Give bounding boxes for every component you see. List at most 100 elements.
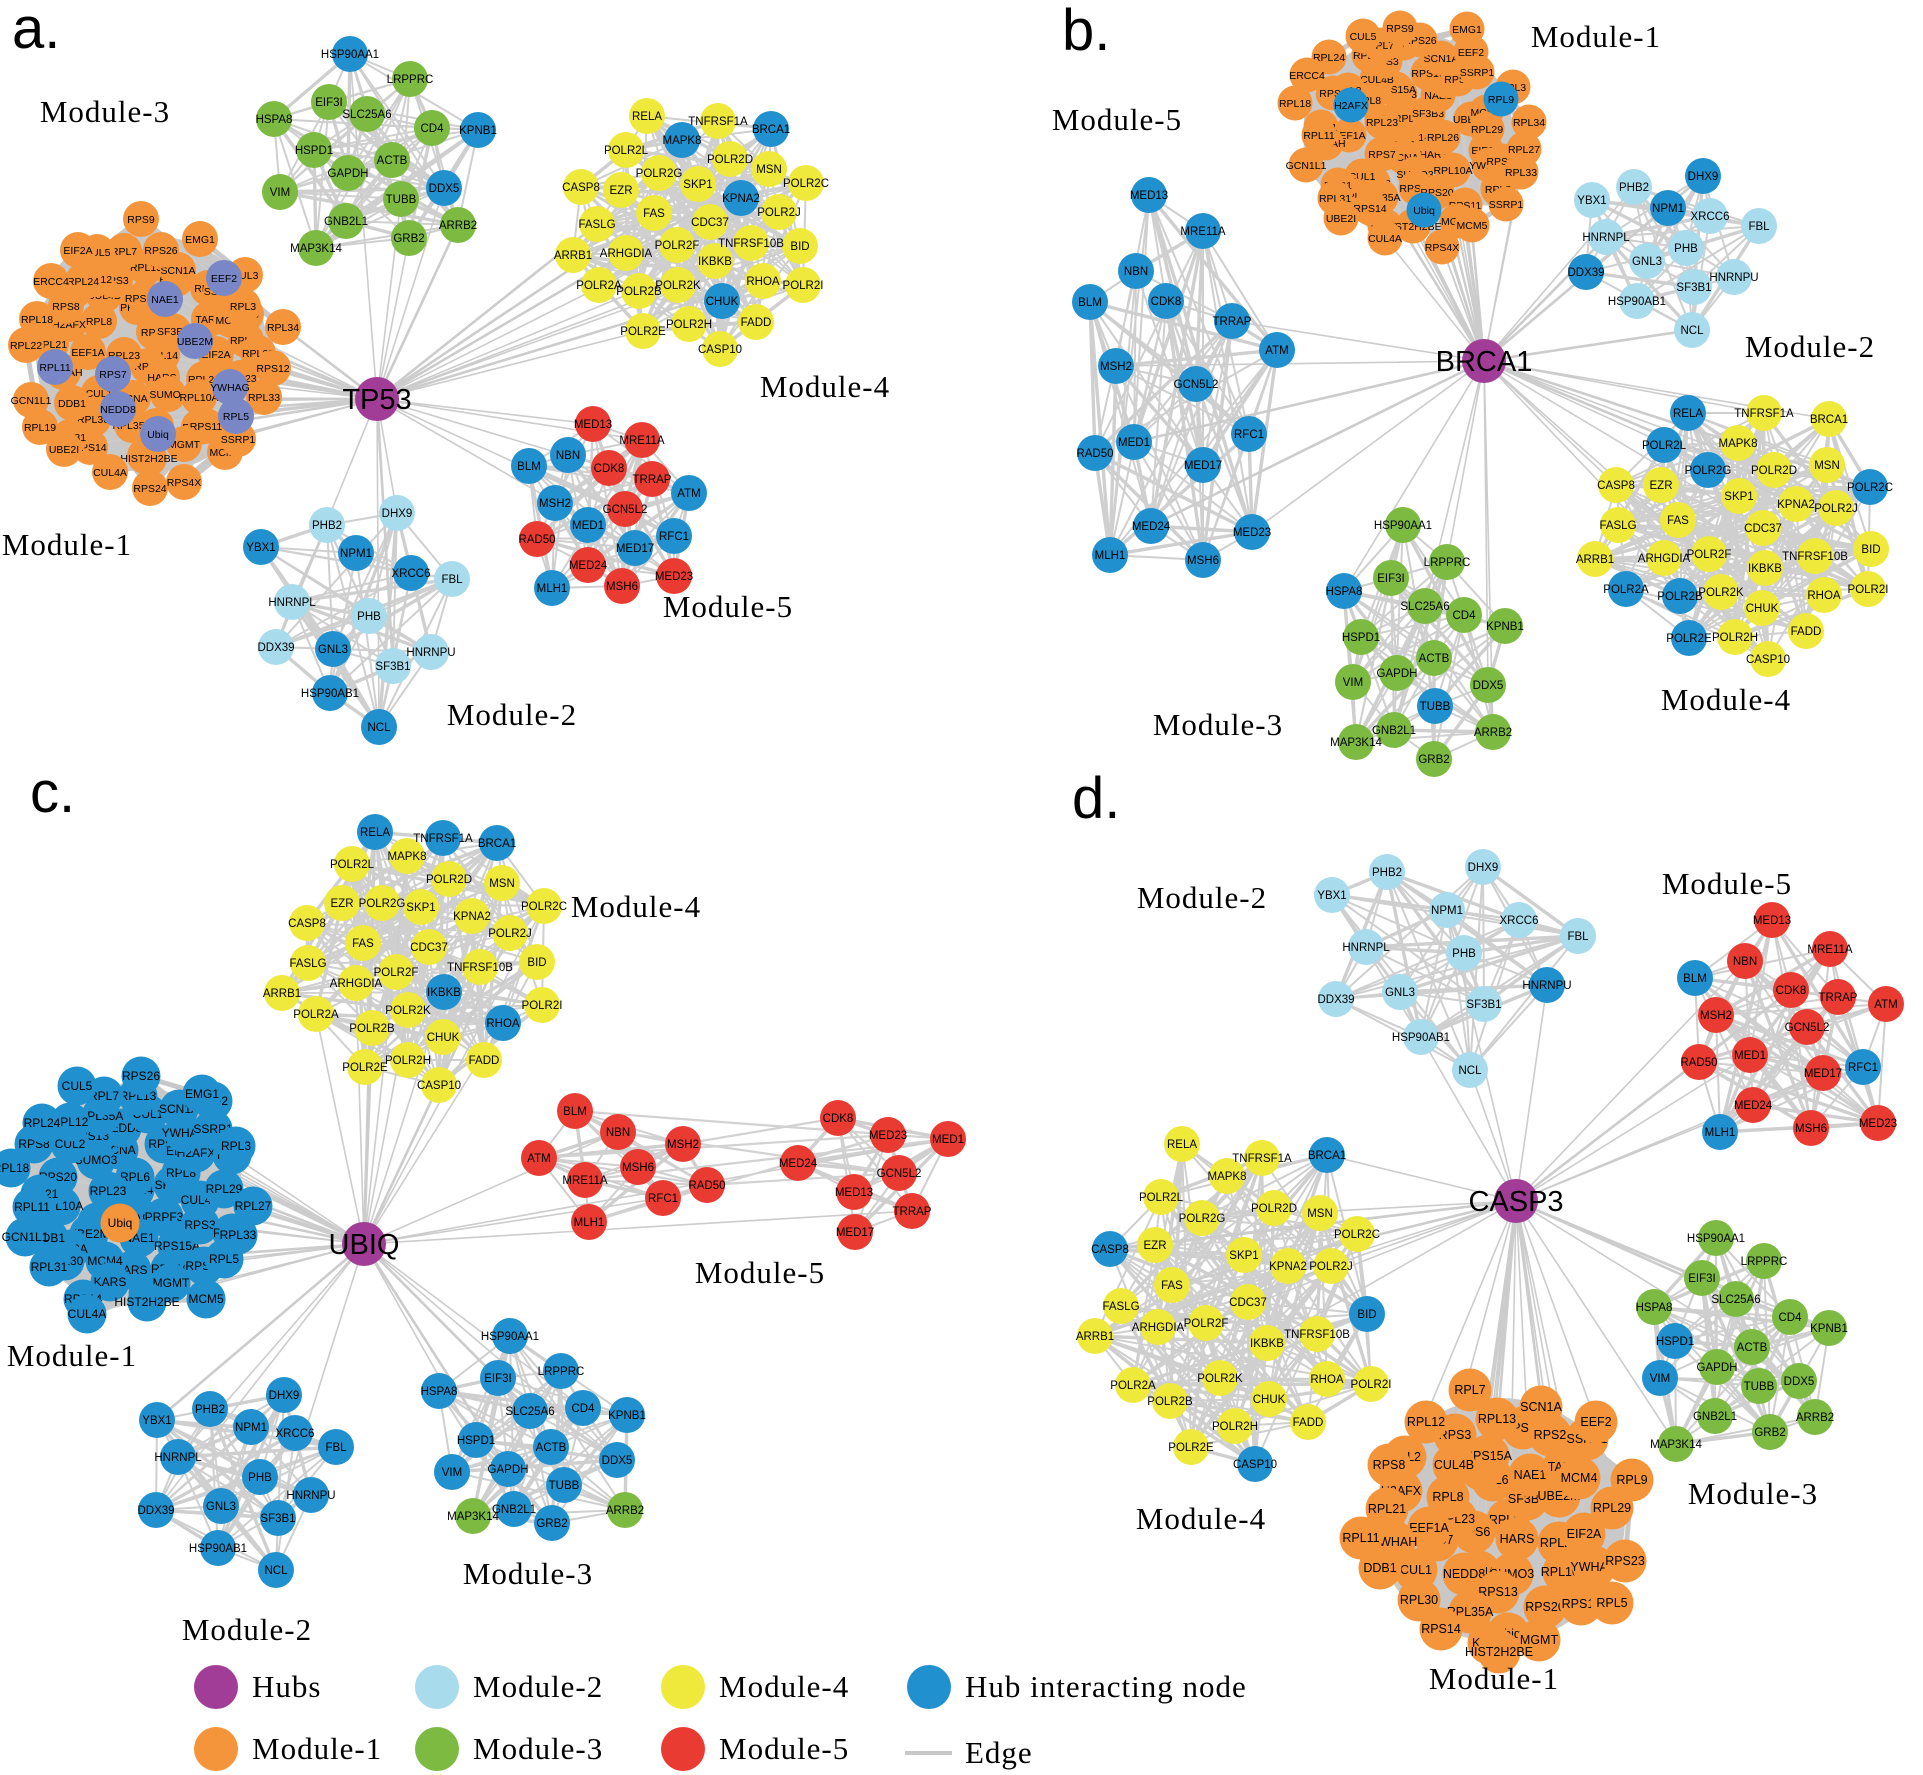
svg-text:XRCC6: XRCC6 [1691,211,1730,223]
svg-text:SKP1: SKP1 [683,179,712,191]
svg-text:RPL26: RPL26 [1427,132,1459,144]
svg-text:DDX5: DDX5 [1784,1376,1815,1388]
svg-text:EZR: EZR [331,898,354,910]
svg-text:ARRB2: ARRB2 [439,220,477,232]
svg-text:DDX39: DDX39 [1567,267,1604,279]
svg-text:UBE2I: UBE2I [1326,213,1356,225]
svg-text:CDK8: CDK8 [1151,296,1182,308]
svg-text:BID: BID [1861,544,1880,556]
svg-text:ARRB1: ARRB1 [554,250,592,262]
svg-text:Ubiq: Ubiq [108,1216,133,1230]
svg-text:RPS11: RPS11 [190,421,223,433]
svg-text:HNRNPL: HNRNPL [154,1452,202,1464]
svg-text:Module-5: Module-5 [719,1731,849,1766]
svg-text:DDX39: DDX39 [137,1505,174,1517]
svg-text:FBL: FBL [441,574,463,586]
svg-text:POLR2J: POLR2J [1309,1261,1352,1273]
svg-text:MED1: MED1 [1118,437,1150,449]
svg-text:Module-4: Module-4 [719,1669,849,1704]
svg-text:POLR2G: POLR2G [636,168,683,180]
svg-text:Module-1: Module-1 [2,527,132,562]
svg-text:KPNA2: KPNA2 [453,911,491,923]
svg-text:Module-4: Module-4 [1661,682,1791,717]
svg-text:TNFRSF10B: TNFRSF10B [447,962,513,974]
svg-text:ATM: ATM [527,1153,550,1165]
svg-text:POLR2E: POLR2E [620,326,666,338]
svg-text:MSH6: MSH6 [1795,1123,1827,1135]
svg-text:MED17: MED17 [1804,1068,1842,1080]
svg-text:BLM: BLM [1683,973,1707,985]
svg-text:RPS26: RPS26 [144,245,177,257]
svg-text:MSN: MSN [489,878,515,890]
svg-text:CASP10: CASP10 [698,344,742,356]
svg-text:MED23: MED23 [655,571,693,583]
svg-text:ARHGDIA: ARHGDIA [600,248,653,260]
svg-text:POLR2J: POLR2J [1814,503,1857,515]
svg-text:MRE11A: MRE11A [1180,226,1225,238]
svg-text:ARHGDIA: ARHGDIA [1132,1322,1185,1334]
svg-text:EZR: EZR [610,185,633,197]
svg-text:HNRNPU: HNRNPU [286,1490,335,1502]
svg-text:RPL29: RPL29 [1471,124,1503,136]
svg-text:HSP90AA1: HSP90AA1 [1374,520,1432,532]
svg-text:Module-1: Module-1 [7,1338,137,1373]
svg-text:CDK8: CDK8 [1776,985,1807,997]
svg-text:DDX5: DDX5 [1473,680,1504,692]
svg-text:NCL: NCL [1458,1065,1482,1077]
svg-text:ACTB: ACTB [377,155,408,167]
svg-text:SCN1A: SCN1A [1520,1400,1562,1414]
svg-text:NBN: NBN [606,1127,630,1139]
svg-text:HNRNPU: HNRNPU [1522,980,1571,992]
svg-text:MSH6: MSH6 [622,1162,654,1174]
svg-text:Module-2: Module-2 [447,697,577,732]
svg-text:RPL30: RPL30 [77,414,109,426]
svg-text:ARRB2: ARRB2 [606,1505,644,1517]
svg-text:POLR2C: POLR2C [1334,1229,1380,1241]
svg-text:MLH1: MLH1 [1095,550,1126,562]
svg-text:POLR2J: POLR2J [757,207,800,219]
svg-text:RPS15A: RPS15A [1464,1449,1513,1463]
svg-text:POLR2G: POLR2G [359,898,406,910]
svg-text:TNFRSF1A: TNFRSF1A [413,833,473,845]
svg-text:MSH2: MSH2 [1100,361,1132,373]
svg-text:Ubiq: Ubiq [147,429,169,441]
svg-text:DDX5: DDX5 [602,1455,633,1467]
svg-text:TRRAP: TRRAP [1213,316,1252,328]
svg-text:H2AFX: H2AFX [1334,100,1368,112]
svg-text:CDK8: CDK8 [823,1113,854,1125]
svg-text:PHB: PHB [1452,948,1476,960]
svg-text:TNFRSF1A: TNFRSF1A [1734,408,1794,420]
svg-text:EIF3I: EIF3I [315,97,342,109]
svg-text:HSP90AA1: HSP90AA1 [1687,1233,1745,1245]
svg-text:Module-3: Module-3 [40,94,170,129]
svg-text:CUL1: CUL1 [1400,1563,1432,1577]
svg-text:HSPD1: HSPD1 [1342,632,1380,644]
svg-text:ACTB: ACTB [1737,1342,1768,1354]
svg-text:RPL7: RPL7 [89,1089,119,1103]
svg-text:FASLG: FASLG [578,219,615,231]
svg-text:POLR2H: POLR2H [1712,632,1758,644]
svg-text:RPL34: RPL34 [267,322,299,334]
svg-text:VIM: VIM [270,187,290,199]
svg-text:LRPPRC: LRPPRC [1424,557,1471,569]
svg-text:RPS26: RPS26 [122,1069,160,1083]
svg-text:b.: b. [1062,0,1110,63]
svg-text:ARRB2: ARRB2 [1474,727,1512,739]
svg-text:NPM1: NPM1 [340,548,372,560]
svg-text:Module-5: Module-5 [1052,102,1182,137]
svg-text:RPL18: RPL18 [1279,98,1311,110]
svg-text:MRE11A: MRE11A [619,435,664,447]
svg-text:FAS: FAS [643,208,665,220]
svg-text:Module-3: Module-3 [463,1556,593,1591]
svg-text:EIF3I: EIF3I [1688,1273,1715,1285]
svg-text:Module-1: Module-1 [252,1731,382,1766]
svg-text:MED13: MED13 [835,1187,873,1199]
svg-text:MED1: MED1 [1734,1050,1766,1062]
svg-text:RPL24: RPL24 [67,276,99,288]
svg-text:MED13: MED13 [574,419,612,431]
svg-text:MED23: MED23 [869,1130,907,1142]
svg-text:MED17: MED17 [616,543,654,555]
svg-text:SF3B1: SF3B1 [375,661,410,673]
svg-text:IKBKB: IKBKB [1250,1338,1284,1350]
svg-text:MED13: MED13 [1130,190,1168,202]
